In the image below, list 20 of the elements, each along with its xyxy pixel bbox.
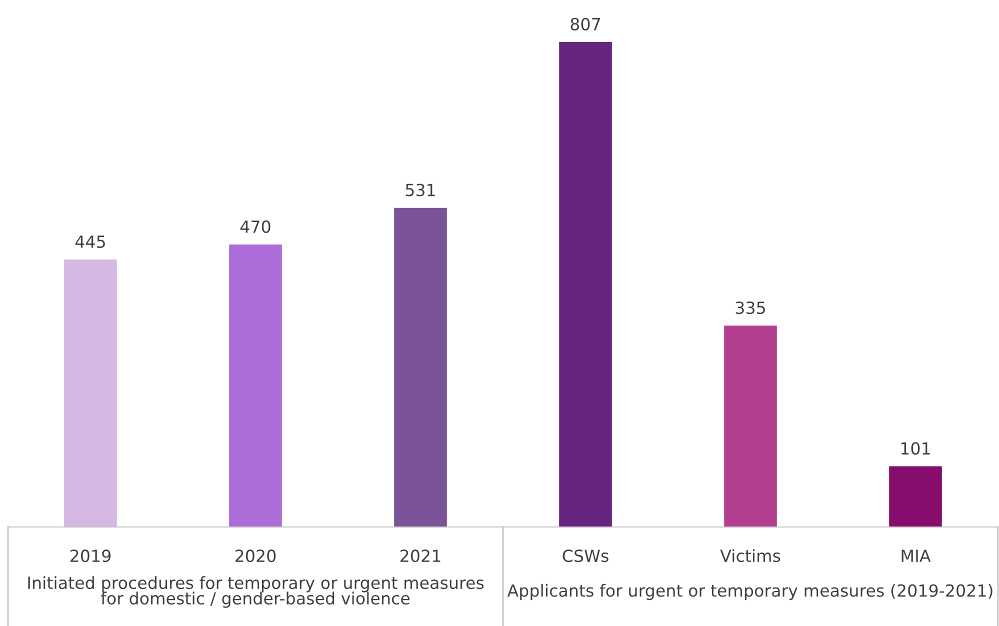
x-tick-label: CSWs (562, 550, 608, 562)
text: Applicants for urgent or temporary measures (2019-2021) (507, 584, 992, 600)
data-label: 531 (406, 184, 435, 196)
text: Initiated procedures for temporary or urgent measures for domestic / gender-based violence (28, 576, 484, 608)
x-tick-label: Victims (720, 549, 780, 562)
x-tick-label: 2021 (400, 550, 440, 562)
data-label: 101 (901, 442, 930, 455)
data-label: 445 (75, 236, 105, 248)
bar (559, 42, 612, 527)
x-tick-label: 2019 (70, 550, 111, 562)
bar (889, 466, 942, 527)
data-label: 335 (736, 302, 765, 314)
data-label: 807 (570, 18, 600, 30)
bar (724, 326, 777, 527)
bar (64, 260, 117, 527)
bar (229, 244, 282, 527)
bar (394, 208, 447, 527)
x-tick-label: 2020 (236, 550, 276, 562)
data-label: 470 (240, 220, 270, 233)
x-tick-label: MIA (902, 550, 931, 562)
